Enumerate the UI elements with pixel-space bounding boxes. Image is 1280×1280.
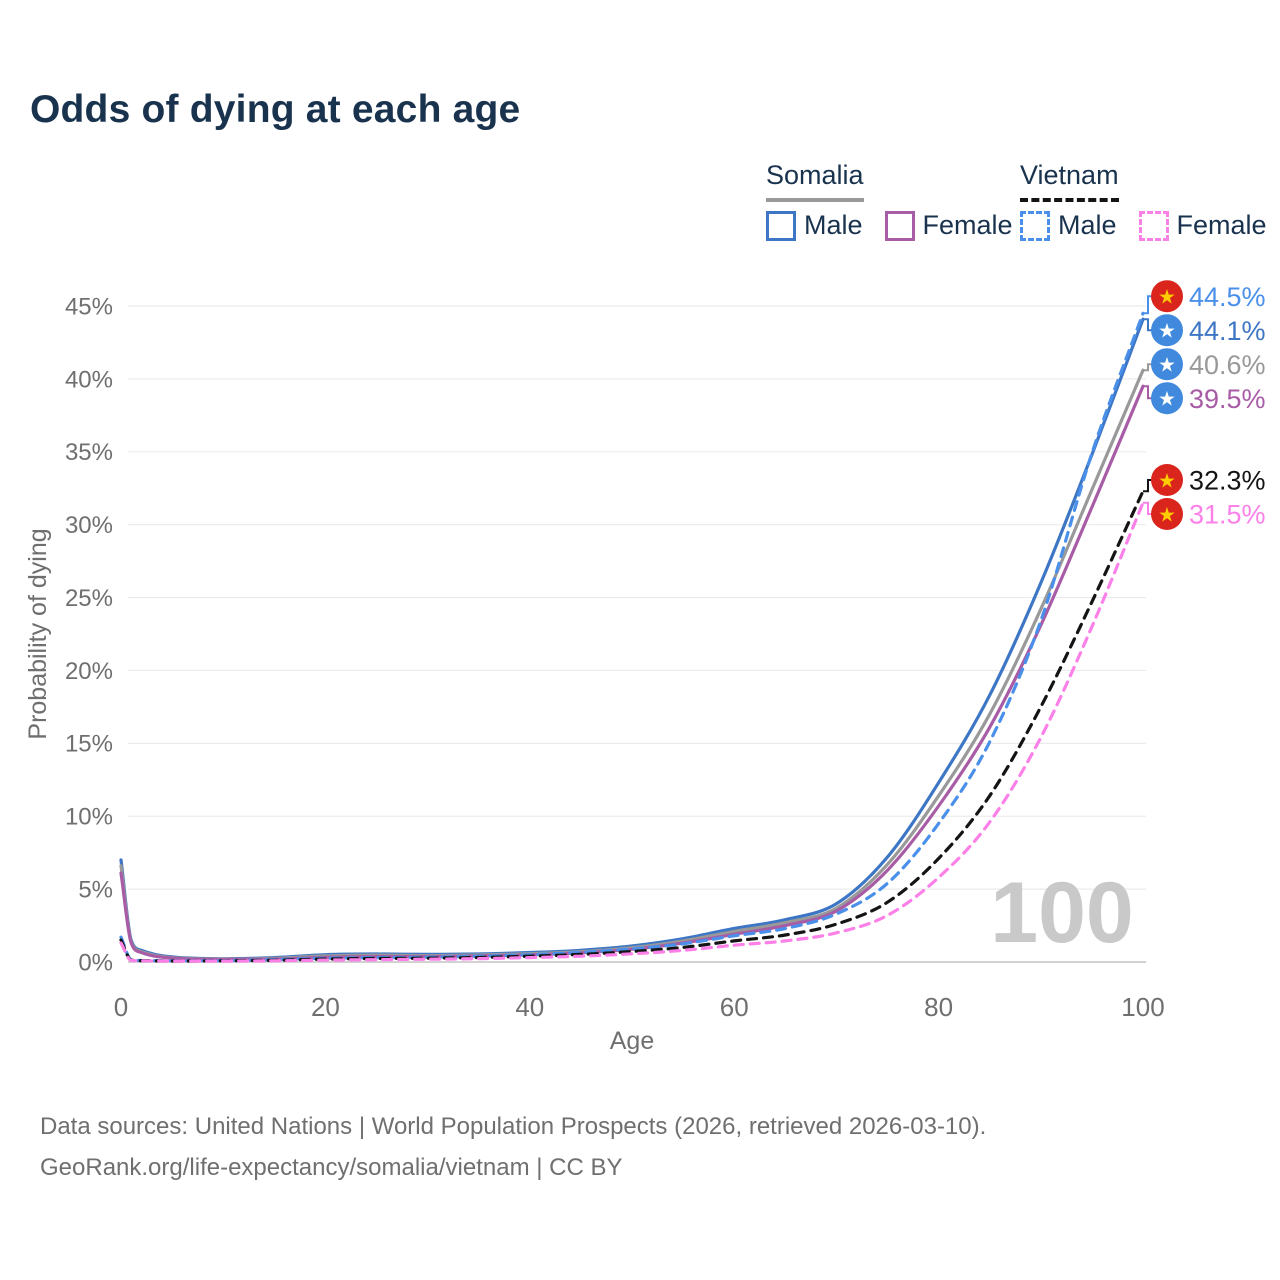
somalia-flag-star-icon: ★ <box>1158 319 1176 343</box>
y-tick-label-30: 30% <box>65 512 113 539</box>
label-connector-somalia-female <box>1143 385 1152 400</box>
legend-label-somalia-male: Male <box>804 210 863 240</box>
series-line-somalia-male <box>119 317 1145 961</box>
series-line-vietnam-male <box>119 311 1145 963</box>
vietnam-flag-icon <box>1151 280 1183 313</box>
vietnam-flag-star-icon: ★ <box>1158 502 1176 526</box>
label-connector-somalia-male <box>1143 318 1152 332</box>
vietnam-flag-icon <box>1151 497 1183 530</box>
y-axis-title: Probability of dying <box>24 528 52 739</box>
x-tick-label-0: 0 <box>114 992 128 1022</box>
legend-item-somalia-male: Male <box>766 210 863 241</box>
legend-label-vietnam-male: Male <box>1058 210 1117 240</box>
y-tick-label-10: 10% <box>65 804 113 831</box>
legend-country-somalia: Somalia <box>766 160 864 202</box>
footer-attribution: GeoRank.org/life-expectancy/somalia/viet… <box>40 1154 623 1181</box>
legend-group-vietnam: Vietnam Male Female <box>1020 160 1267 241</box>
x-tick-label-80: 80 <box>924 992 953 1022</box>
y-tick-label-0: 0% <box>78 949 113 976</box>
x-tick-label-100: 100 <box>1121 992 1164 1022</box>
somalia-female-swatch-icon <box>884 210 915 241</box>
somalia-flag-icon <box>1151 382 1183 415</box>
somalia-flag-icon <box>1151 314 1183 347</box>
x-tick-label-40: 40 <box>515 992 544 1022</box>
y-tick-label-35: 35% <box>65 439 113 466</box>
page-title: Odds of dying at each age <box>30 88 521 131</box>
vietnam-flag-icon <box>1151 463 1183 496</box>
footer: Data sources: United Nations | World Pop… <box>40 1106 986 1188</box>
vietnam-female-swatch-icon <box>1138 210 1169 241</box>
y-tick-label-5: 5% <box>78 877 113 904</box>
end-value-label-vietnam-male: 44.5% <box>1189 282 1266 312</box>
somalia-flag-star-icon: ★ <box>1158 387 1176 411</box>
legend-group-somalia: Somalia Male Female <box>766 160 1013 241</box>
vietnam-flag-star-icon: ★ <box>1158 468 1176 492</box>
label-connector-somalia-both <box>1143 363 1152 372</box>
end-value-label-vietnam-both: 32.3% <box>1189 466 1266 496</box>
series-line-vietnam-female <box>119 501 1145 963</box>
vietnam-male-swatch-icon <box>1020 210 1050 241</box>
end-value-label-somalia-male: 44.1% <box>1189 316 1266 346</box>
legend-item-somalia-female: Female <box>884 210 1013 241</box>
y-tick-label-45: 45% <box>65 293 113 320</box>
vietnam-flag-star-icon: ★ <box>1158 285 1176 309</box>
end-value-label-somalia-both: 40.6% <box>1189 350 1266 380</box>
x-tick-label-20: 20 <box>311 992 340 1022</box>
x-axis-title: Age <box>610 1027 654 1055</box>
y-tick-label-20: 20% <box>65 658 113 685</box>
somalia-male-swatch-icon <box>766 210 796 241</box>
legend-label-somalia-female: Female <box>922 210 1013 240</box>
y-tick-label-25: 25% <box>65 585 113 612</box>
legend-item-vietnam-male: Male <box>1020 210 1117 241</box>
legend-country-vietnam: Vietnam <box>1020 160 1119 202</box>
y-tick-label-40: 40% <box>65 366 113 393</box>
end-value-label-vietnam-female: 31.5% <box>1189 500 1266 530</box>
footer-sources: Data sources: United Nations | World Pop… <box>40 1113 987 1140</box>
label-connector-vietnam-female <box>1143 501 1152 515</box>
age-watermark: 100 <box>990 865 1134 961</box>
end-value-label-somalia-female: 39.5% <box>1189 384 1266 414</box>
somalia-flag-star-icon: ★ <box>1158 353 1176 377</box>
label-connector-vietnam-male <box>1143 295 1152 315</box>
x-tick-label-60: 60 <box>720 992 749 1022</box>
legend-item-vietnam-female: Female <box>1138 210 1267 241</box>
y-tick-label-15: 15% <box>65 731 113 758</box>
label-connector-vietnam-both <box>1143 479 1152 493</box>
somalia-flag-icon <box>1151 348 1183 381</box>
legend-label-vietnam-female: Female <box>1176 210 1267 240</box>
